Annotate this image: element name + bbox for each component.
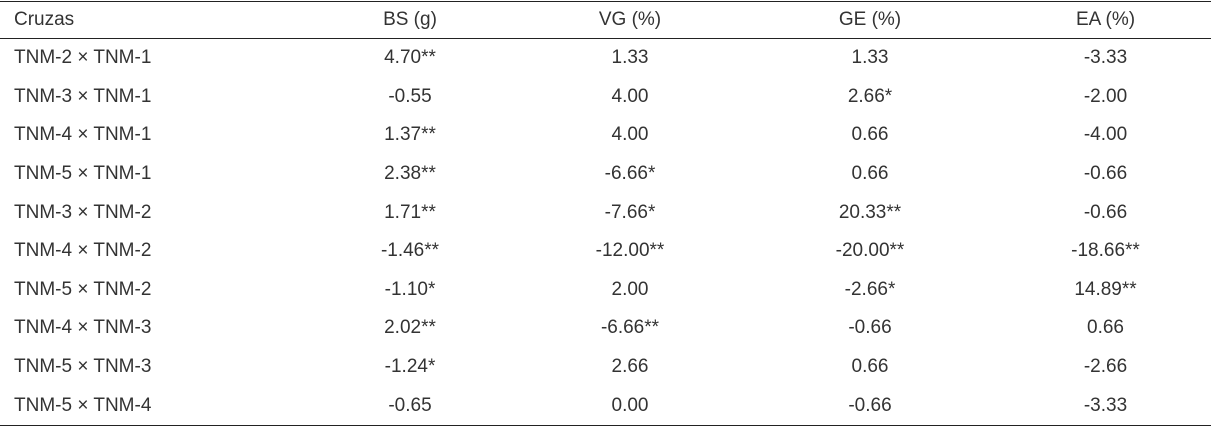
table-row: TNM-4 × TNM-1 1.37** 4.00 0.66 -4.00 (0, 116, 1211, 155)
cross-label: TNM-4 × TNM-3 (14, 317, 152, 339)
cross-label: TNM-2 × TNM-1 (14, 47, 152, 69)
header-cell: Cruzas (14, 9, 75, 30)
table-row: TNM-4 × TNM-3 2.02** -6.66** -0.66 0.66 (0, 309, 1211, 348)
value-cell: 2.66* (847, 85, 893, 107)
value-cell: 1.71** (384, 201, 436, 223)
value-cell: 20.33** (838, 201, 902, 223)
value-cell: 1.37** (384, 124, 436, 146)
value-cell: 14.89** (1074, 278, 1137, 300)
value-cell: -1.24* (384, 356, 436, 378)
value-cell: -1.10* (384, 278, 436, 300)
value-cell: 2.02** (384, 317, 436, 339)
value-cell: -6.66** (600, 317, 660, 339)
value-cell: 4.00 (611, 85, 649, 107)
table-row: TNM-3 × TNM-1 -0.55 4.00 2.66* -2.00 (0, 78, 1211, 117)
value-cell: 0.00 (611, 394, 649, 416)
value-cell: -12.00** (595, 240, 665, 262)
cross-label: TNM-3 × TNM-2 (14, 201, 152, 223)
header-cell: GE (%) (838, 9, 902, 30)
value-cell: -3.33 (1083, 47, 1128, 69)
value-cell: -0.65 (388, 394, 432, 416)
value-cell: -3.33 (1083, 394, 1128, 416)
header-row: Cruzas BS (g) VG (%) GE (%) EA (%) (0, 1, 1211, 39)
value-cell: -0.66 (848, 394, 892, 416)
cross-label: TNM-5 × TNM-2 (14, 278, 152, 300)
value-cell: -1.46** (380, 240, 440, 262)
table-body: TNM-2 × TNM-1 4.70** 1.33 1.33 -3.33 TNM-3 × … (0, 39, 1211, 426)
value-cell: -0.55 (388, 85, 432, 107)
table-row: TNM-5 × TNM-1 2.38** -6.66* 0.66 -0.66 (0, 155, 1211, 194)
value-cell: 2.38** (384, 163, 436, 185)
cross-label: TNM-3 × TNM-1 (14, 85, 152, 107)
cross-label: TNM-5 × TNM-3 (14, 356, 152, 378)
value-cell: -4.00 (1083, 124, 1128, 146)
header-cell: BS (g) (383, 9, 437, 30)
table-row: TNM-5 × TNM-4 -0.65 0.00 -0.66 -3.33 (0, 386, 1211, 426)
cross-label: TNM-5 × TNM-1 (14, 163, 152, 185)
header-cell: EA (%) (1075, 9, 1136, 30)
cross-label: TNM-5 × TNM-4 (14, 394, 152, 416)
value-cell: 4.00 (611, 124, 649, 146)
value-cell: 1.33 (851, 47, 889, 69)
value-cell: -0.66 (848, 317, 892, 339)
cross-label: TNM-4 × TNM-1 (14, 124, 152, 146)
value-cell: 0.66 (1087, 317, 1124, 339)
value-cell: -7.66* (604, 201, 656, 223)
value-cell: -2.66 (1083, 356, 1128, 378)
value-cell: 0.66 (851, 356, 889, 378)
value-cell: -20.00** (835, 240, 905, 262)
value-cell: -6.66* (604, 163, 656, 185)
value-cell: -0.66 (1083, 163, 1128, 185)
value-cell: -0.66 (1083, 201, 1128, 223)
header-cell: VG (%) (598, 9, 662, 30)
table-row: TNM-4 × TNM-2 -1.46** -12.00** -20.00** -18.… (0, 232, 1211, 271)
cross-label: TNM-4 × TNM-2 (14, 240, 152, 262)
value-cell: 2.66 (611, 356, 649, 378)
table-row: TNM-5 × TNM-2 -1.10* 2.00 -2.66* 14.89** (0, 271, 1211, 310)
table-row: TNM-3 × TNM-2 1.71** -7.66* 20.33** -0.66 (0, 193, 1211, 232)
value-cell: -18.66** (1071, 240, 1140, 262)
value-cell: -2.66* (844, 278, 896, 300)
value-cell: 2.00 (611, 278, 649, 300)
value-cell: 1.33 (611, 47, 649, 69)
value-cell: -2.00 (1083, 85, 1128, 107)
results-table: Cruzas BS (g) VG (%) GE (%) EA (%) TNM-2 × T… (0, 1, 1211, 426)
table-row: TNM-2 × TNM-1 4.70** 1.33 1.33 -3.33 (0, 39, 1211, 78)
table-header: Cruzas BS (g) VG (%) GE (%) EA (%) (0, 1, 1211, 39)
value-cell: 0.66 (851, 163, 889, 185)
table-row: TNM-5 × TNM-3 -1.24* 2.66 0.66 -2.66 (0, 348, 1211, 387)
value-cell: 4.70** (384, 47, 436, 69)
value-cell: 0.66 (851, 124, 889, 146)
